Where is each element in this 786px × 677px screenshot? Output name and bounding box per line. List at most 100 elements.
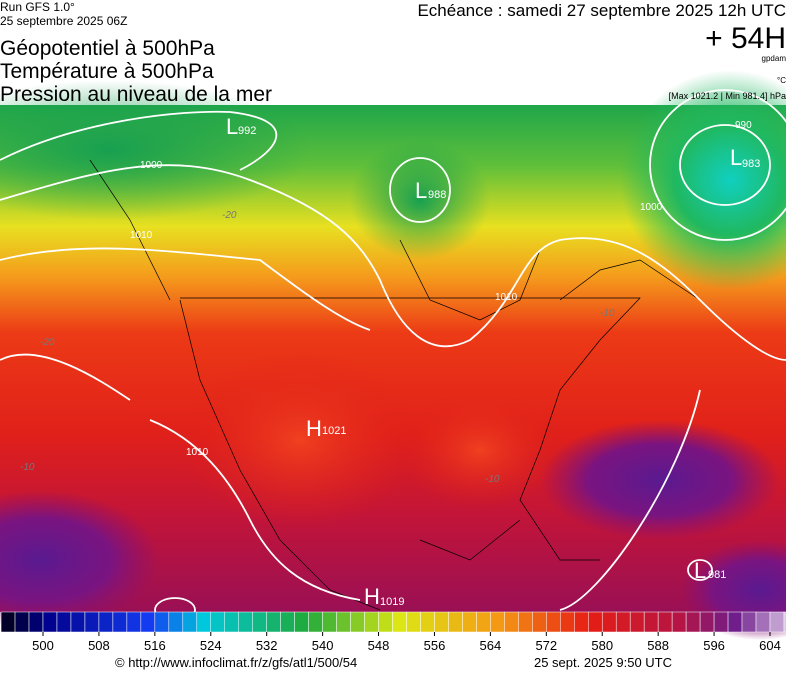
color-swatch bbox=[560, 611, 575, 633]
color-swatch bbox=[0, 611, 16, 633]
center-value: 1019 bbox=[380, 596, 404, 608]
color-swatch bbox=[308, 611, 323, 633]
isobar-label: 990 bbox=[735, 120, 752, 131]
footer-url: © http://www.infoclimat.fr/z/gfs/atl1/50… bbox=[115, 655, 357, 670]
color-swatch bbox=[629, 611, 645, 633]
color-swatch bbox=[140, 611, 156, 633]
color-swatch bbox=[643, 611, 659, 633]
color-swatch bbox=[476, 611, 491, 633]
color-swatch bbox=[336, 611, 351, 633]
center-value: 1021 bbox=[322, 425, 346, 437]
coastlines bbox=[89, 159, 701, 611]
run-date: 25 septembre 2025 06Z bbox=[0, 14, 127, 28]
color-swatch bbox=[154, 611, 170, 633]
color-swatch bbox=[532, 611, 547, 633]
color-swatch bbox=[252, 611, 267, 633]
map-labels: L 992 L 988 L 983 H 1021 H 1019 L 981 10… bbox=[20, 114, 760, 609]
color-swatch bbox=[168, 611, 184, 633]
color-swatch bbox=[699, 611, 715, 633]
color-swatch bbox=[378, 611, 393, 633]
color-swatch bbox=[14, 611, 30, 633]
center-type: L bbox=[415, 178, 427, 203]
isobar-label: 1010 bbox=[130, 230, 153, 241]
temp-label: -10 bbox=[20, 462, 35, 473]
color-swatch bbox=[420, 611, 435, 633]
center-value: 988 bbox=[428, 189, 446, 201]
range: [Max 1021.2 | Min 981.4] hPa bbox=[669, 91, 786, 101]
color-swatch bbox=[392, 611, 407, 633]
color-swatch bbox=[657, 611, 673, 633]
color-swatch bbox=[112, 611, 128, 633]
color-swatch bbox=[182, 611, 198, 633]
color-swatch bbox=[126, 611, 142, 633]
colorbar-label: 508 bbox=[88, 638, 110, 653]
center-value: 992 bbox=[238, 125, 256, 137]
unit: °C bbox=[777, 76, 786, 85]
colorbar: 500 508 516 524 532 540 548 556 564 572 580 588 596 6… bbox=[0, 611, 786, 653]
color-swatch bbox=[434, 611, 449, 633]
temp-label: -20 bbox=[222, 210, 237, 221]
color-swatch bbox=[70, 611, 86, 633]
colorbar-label: 524 bbox=[200, 638, 222, 653]
color-swatch bbox=[671, 611, 687, 633]
color-swatch bbox=[56, 611, 72, 633]
temp-label: -20 bbox=[40, 337, 55, 348]
isobar-label: 1010 bbox=[495, 292, 518, 303]
colorbar-label: 556 bbox=[424, 638, 446, 653]
color-swatch bbox=[504, 611, 519, 633]
field: Géopotentiel à 500hPa bbox=[0, 37, 215, 60]
colorbar-label: 540 bbox=[312, 638, 334, 653]
color-swatch bbox=[294, 611, 309, 633]
colorbar-label: 548 bbox=[368, 638, 390, 653]
color-swatch bbox=[196, 611, 212, 633]
center-type: L bbox=[694, 558, 706, 583]
color-swatch bbox=[238, 611, 253, 633]
color-swatch bbox=[685, 611, 701, 633]
unit: gpdam bbox=[762, 54, 786, 63]
center-value: 981 bbox=[708, 569, 726, 581]
colorbar-label: 604 bbox=[759, 638, 781, 653]
color-swatch bbox=[601, 611, 617, 633]
color-swatch bbox=[364, 611, 379, 633]
colorbar-label: 596 bbox=[703, 638, 725, 653]
center-value: 983 bbox=[742, 158, 760, 170]
colorbar-label: 572 bbox=[535, 638, 557, 653]
field: Pression au niveau de la mer bbox=[0, 83, 272, 106]
isobar-label: 1000 bbox=[140, 160, 163, 171]
color-swatch bbox=[322, 611, 337, 633]
color-swatch bbox=[713, 611, 729, 633]
footer-date: 25 sept. 2025 9:50 UTC bbox=[534, 655, 672, 670]
lead-time: + 54H bbox=[705, 22, 786, 55]
temp-label: -10 bbox=[485, 474, 500, 485]
color-swatch bbox=[615, 611, 631, 633]
color-swatch bbox=[350, 611, 365, 633]
color-swatch bbox=[490, 611, 505, 633]
color-swatch bbox=[266, 611, 281, 633]
colorbar-label: 500 bbox=[32, 638, 54, 653]
color-swatch bbox=[574, 611, 589, 633]
center-type: H bbox=[306, 416, 322, 441]
colorbar-label: 564 bbox=[480, 638, 502, 653]
color-swatch bbox=[224, 611, 239, 633]
color-swatch bbox=[741, 611, 757, 633]
colorbar-label: 516 bbox=[144, 638, 166, 653]
center-type: L bbox=[226, 114, 238, 139]
color-swatch bbox=[783, 611, 786, 633]
run: Run GFS 1.0° bbox=[0, 0, 75, 14]
color-swatch bbox=[448, 611, 463, 633]
isobar-label: 1010 bbox=[186, 447, 209, 458]
color-swatch bbox=[769, 611, 785, 633]
color-swatch bbox=[42, 611, 58, 633]
color-swatch bbox=[462, 611, 477, 633]
color-swatch bbox=[755, 611, 771, 633]
map-field bbox=[0, 70, 786, 640]
field: Température à 500hPa bbox=[0, 60, 214, 83]
center-type: H bbox=[364, 584, 380, 609]
color-swatch bbox=[406, 611, 421, 633]
color-swatch bbox=[546, 611, 561, 633]
color-swatch bbox=[588, 611, 603, 633]
color-swatch bbox=[210, 611, 225, 633]
isobar-label: 1000 bbox=[640, 202, 663, 213]
color-swatch bbox=[98, 611, 114, 633]
